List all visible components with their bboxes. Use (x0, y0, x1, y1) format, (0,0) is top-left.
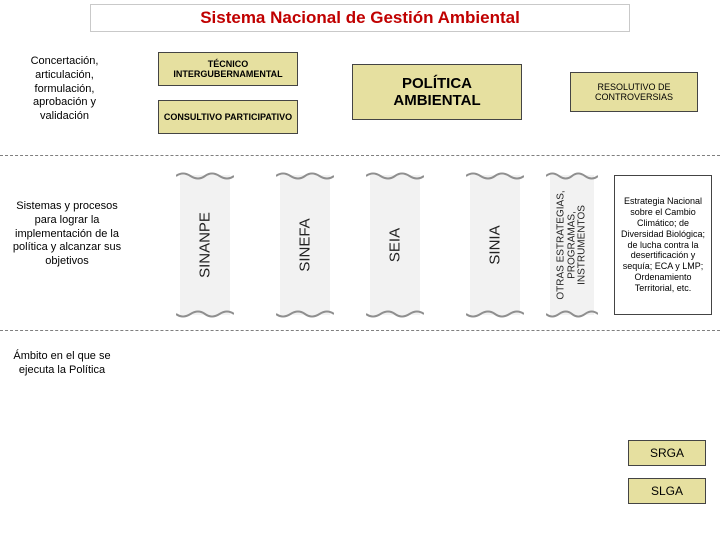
pillar-label-3: SINIA (487, 225, 504, 264)
pillar-seia: SEIA (370, 175, 420, 315)
row2-right-box: Estrategia Nacional sobre el Cambio Clim… (614, 175, 712, 315)
pillar-label-2: SEIA (387, 228, 404, 262)
box-resolutivo: RESOLUTIVO DE CONTROVERSIAS (570, 72, 698, 112)
row1-left-text: Concertación, articulación, formulación,… (12, 55, 117, 124)
pillar-label-0: SINANPE (197, 212, 214, 278)
pillar-sinanpe: SINANPE (180, 175, 230, 315)
row3-left-text: Ámbito en el que se ejecuta la Política (12, 350, 112, 378)
pillar-programas: OTRAS ESTRATEGIAS, PROGRAMAS, INSTRUMENT… (550, 175, 594, 315)
box-srga: SRGA (628, 440, 706, 466)
row2-left-text: Sistemas y procesos para lograr la imple… (12, 200, 122, 269)
divider-1 (0, 155, 720, 156)
page-title: Sistema Nacional de Gestión Ambiental (90, 4, 630, 32)
pillar-label-programas: OTRAS ESTRATEGIAS, PROGRAMAS, INSTRUMENT… (556, 185, 588, 305)
pillar-sinefa: SINEFA (280, 175, 330, 315)
box-slga: SLGA (628, 478, 706, 504)
politica-line1: POLÍTICA (402, 75, 472, 92)
divider-2 (0, 330, 720, 331)
pillar-sinia: SINIA (470, 175, 520, 315)
pillar-label-1: SINEFA (297, 218, 314, 271)
box-tecnico: TÉCNICO INTERGUBERNAMENTAL (158, 52, 298, 86)
box-consultivo: CONSULTIVO PARTICIPATIVO (158, 100, 298, 134)
pillars-region: SINANPE SINEFA SEIA SINIA OTRAS ESTRATEG… (155, 175, 615, 315)
box-politica: POLÍTICA AMBIENTAL (352, 64, 522, 120)
politica-line2: AMBIENTAL (393, 92, 480, 109)
